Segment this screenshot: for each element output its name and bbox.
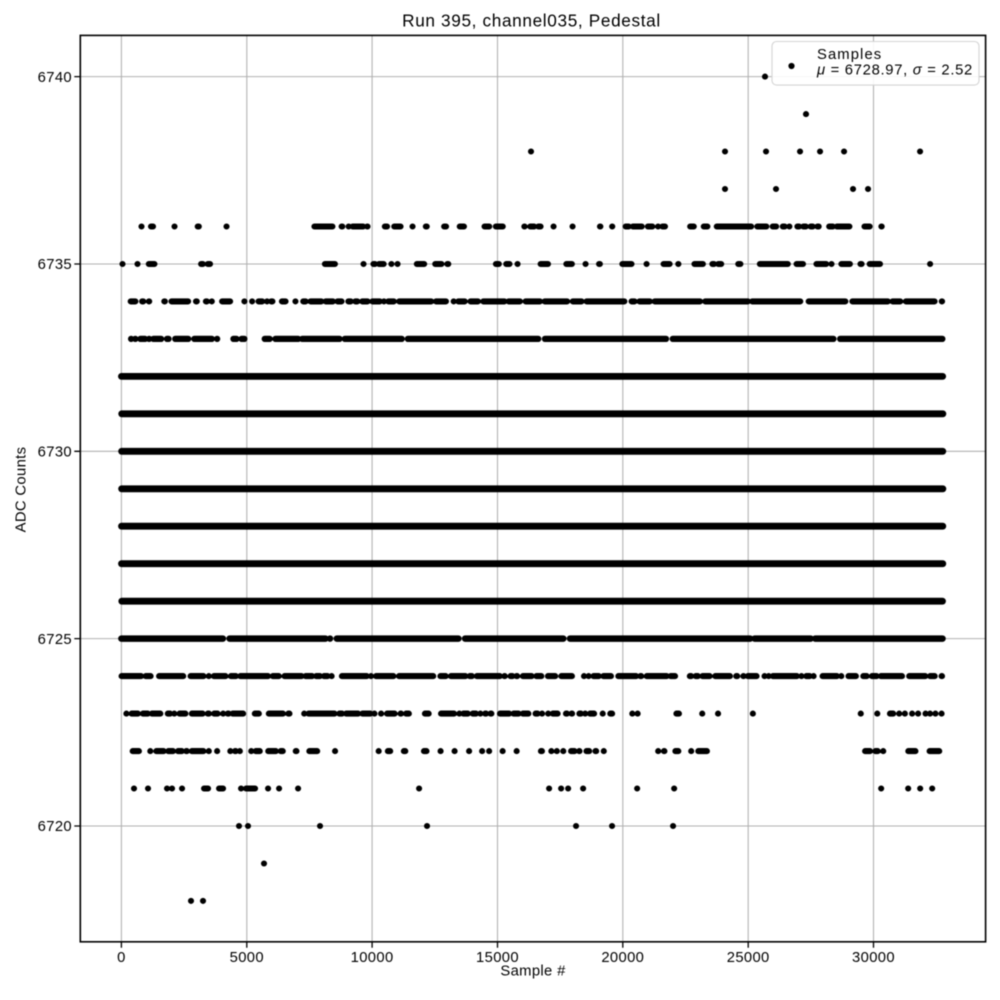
svg-text:Run 395, channel035, Pedestal: Run 395, channel035, Pedestal (402, 11, 661, 31)
svg-text:6730: 6730 (38, 445, 72, 461)
svg-text:6725: 6725 (38, 632, 72, 648)
svg-text:6740: 6740 (38, 70, 72, 86)
svg-text:15000: 15000 (476, 950, 519, 966)
svg-text:μ = 6728.97, σ = 2.52: μ = 6728.97, σ = 2.52 (816, 63, 973, 79)
svg-text:30000: 30000 (852, 950, 895, 966)
svg-text:ADC Counts: ADC Counts (14, 447, 30, 533)
svg-text:Samples: Samples (817, 47, 882, 63)
svg-text:20000: 20000 (601, 950, 644, 966)
svg-text:0: 0 (117, 950, 126, 966)
svg-text:6735: 6735 (38, 257, 72, 273)
svg-text:5000: 5000 (230, 950, 264, 966)
svg-text:Sample #: Sample # (500, 964, 566, 980)
svg-text:25000: 25000 (727, 950, 770, 966)
svg-text:6720: 6720 (38, 819, 72, 835)
svg-text:10000: 10000 (351, 950, 394, 966)
